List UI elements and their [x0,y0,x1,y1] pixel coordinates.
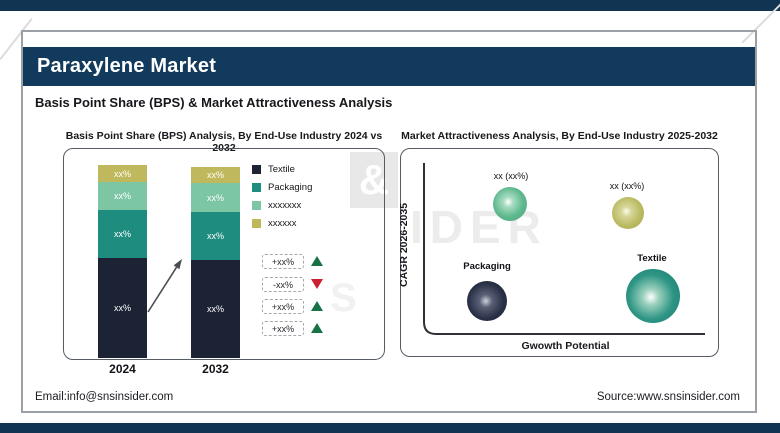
page-title: Paraxylene Market [37,55,217,77]
bubble-packaging-label: Packaging [463,261,511,272]
attractiveness-chart-title: Market Attractiveness Analysis, By End-U… [401,130,718,142]
bubble-2 [612,197,644,229]
legend-swatch-3-icon [252,200,261,210]
legend-swatch-textile-icon [252,164,261,174]
footer-source: Source:www.snsinsider.com [596,391,740,403]
bubble-packaging [467,281,507,321]
legend-swatch-4-icon [252,218,261,228]
legend-item-packaging: Packaging [252,181,312,193]
year-label-2024: 2024 [109,362,136,376]
bar-2032-segment-3: xx% [191,183,240,212]
legend-item-textile: Textile [252,163,295,175]
delta-box-2: -xx% [262,277,304,292]
bar-2032-segment-packaging: xx% [191,212,240,260]
bar-2024-segment-4: xx% [98,165,147,182]
bar-2032-segment-textile: xx% [191,260,240,358]
legend-item-3: xxxxxxx [252,199,301,211]
legend-label-packaging: Packaging [268,181,313,193]
top-accent-bar [0,0,780,11]
down-triangle-icon [311,279,323,289]
bubble-1 [493,187,527,221]
bottom-accent-bar [0,423,780,433]
content-frame [21,30,757,413]
legend-item-4: xxxxxx [252,217,297,229]
legend-swatch-packaging-icon [252,182,261,192]
bubble-1-label: xx (xx%) [493,171,529,181]
delta-box-4: +xx% [262,321,304,336]
legend-label-4: xxxxxx [268,217,297,229]
trend-arrow-icon [147,259,182,313]
bubble-textile [626,269,680,323]
xy-axis [423,163,705,335]
bps-chart-title: Basis Point Share (BPS) Analysis, By End… [65,130,383,154]
bubble-2-label: xx (xx%) [609,181,645,191]
year-label-2032: 2032 [202,362,229,376]
up-triangle-icon [311,301,323,311]
bar-2024-segment-textile: xx% [98,258,147,358]
bar-2032-segment-4: xx% [191,167,240,183]
bar-2024-segment-packaging: xx% [98,210,147,258]
x-axis-label: Gwowth Potential [521,340,610,352]
up-triangle-icon [311,323,323,333]
delta-box-3: +xx% [262,299,304,314]
bubble-textile-label: Textile [637,253,667,264]
bps-panel [63,148,385,360]
y-axis-label: CAGR 2026-2035 [398,202,410,288]
up-triangle-icon [311,256,323,266]
bar-2024-segment-3: xx% [98,182,147,210]
legend-label-textile: Textile [268,163,295,175]
footer-email: Email:info@snsinsider.com [35,391,174,403]
page-subtitle: Basis Point Share (BPS) & Market Attract… [35,95,393,110]
legend-label-3: xxxxxxx [268,199,302,211]
delta-box-1: +xx% [262,254,304,269]
title-bar: Paraxylene Market [23,47,755,86]
attractiveness-panel [400,148,719,357]
